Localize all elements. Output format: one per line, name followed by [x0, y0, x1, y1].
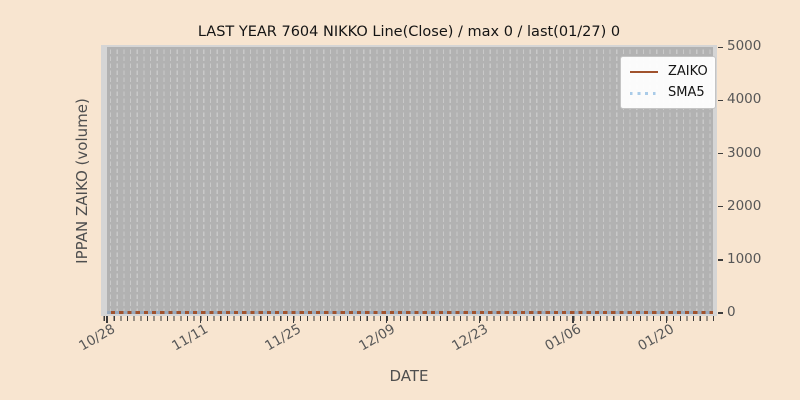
legend-item-sma5: SMA5: [630, 86, 706, 100]
legend: ZAIKO SMA5: [620, 56, 716, 109]
y-tick-mark-1000: [718, 259, 723, 261]
x-tick-mark-01/06: [572, 316, 574, 323]
x-tick-label-11/11: 11/11: [169, 321, 212, 355]
y-tick-mark-0: [718, 312, 723, 314]
x-tick-label-12/23: 12/23: [449, 321, 491, 355]
y-tick-label-4000: 4000: [727, 91, 762, 108]
y-tick-mark-4000: [718, 99, 723, 102]
x-tick-label-10/28: 10/28: [76, 321, 118, 355]
y-tick-label-1000: 1000: [727, 250, 762, 267]
x-tick-mark-01/20: [665, 316, 667, 323]
data-band: [107, 47, 713, 314]
y-tick-mark-2000: [718, 206, 723, 208]
y-tick-label-2000: 2000: [727, 197, 762, 214]
y-tick-label-5000: 5000: [727, 38, 762, 55]
x-tick-mark-12/23: [479, 316, 481, 323]
y-axis-label: IPPAN ZAIKO (volume): [73, 98, 91, 264]
x-tick-label-01/20: 01/20: [635, 321, 678, 355]
y-tick-mark-5000: [718, 46, 723, 48]
x-tick-mark-12/09: [386, 316, 388, 323]
legend-item-zaiko: ZAIKO: [630, 64, 708, 79]
x-tick-label-12/09: 12/09: [355, 321, 398, 355]
x-tick-mark-11/25: [292, 316, 295, 323]
x-tick-label-11/25: 11/25: [262, 321, 305, 355]
legend-solid-line-icon: [630, 70, 658, 74]
x-tick-label-01/06: 01/06: [542, 321, 584, 355]
plot-area: [101, 45, 717, 316]
legend-label-zaiko: ZAIKO: [668, 64, 708, 79]
x-tick-mark-10/28: [106, 316, 108, 323]
y-tick-label-3000: 3000: [727, 144, 762, 161]
sma5-series-line: [107, 311, 713, 314]
x-axis-label: DATE: [389, 367, 429, 385]
y-tick-mark-3000: [718, 152, 723, 155]
y-tick-label-0: 0: [727, 304, 736, 320]
x-tick-mark-11/11: [199, 316, 201, 323]
legend-dotted-line-icon: [630, 91, 658, 95]
legend-label-sma5: SMA5: [668, 85, 705, 100]
chart-title: LAST YEAR 7604 NIKKO Line(Close) / max 0…: [197, 24, 621, 40]
x-axis-minor-ticks: [101, 316, 717, 321]
